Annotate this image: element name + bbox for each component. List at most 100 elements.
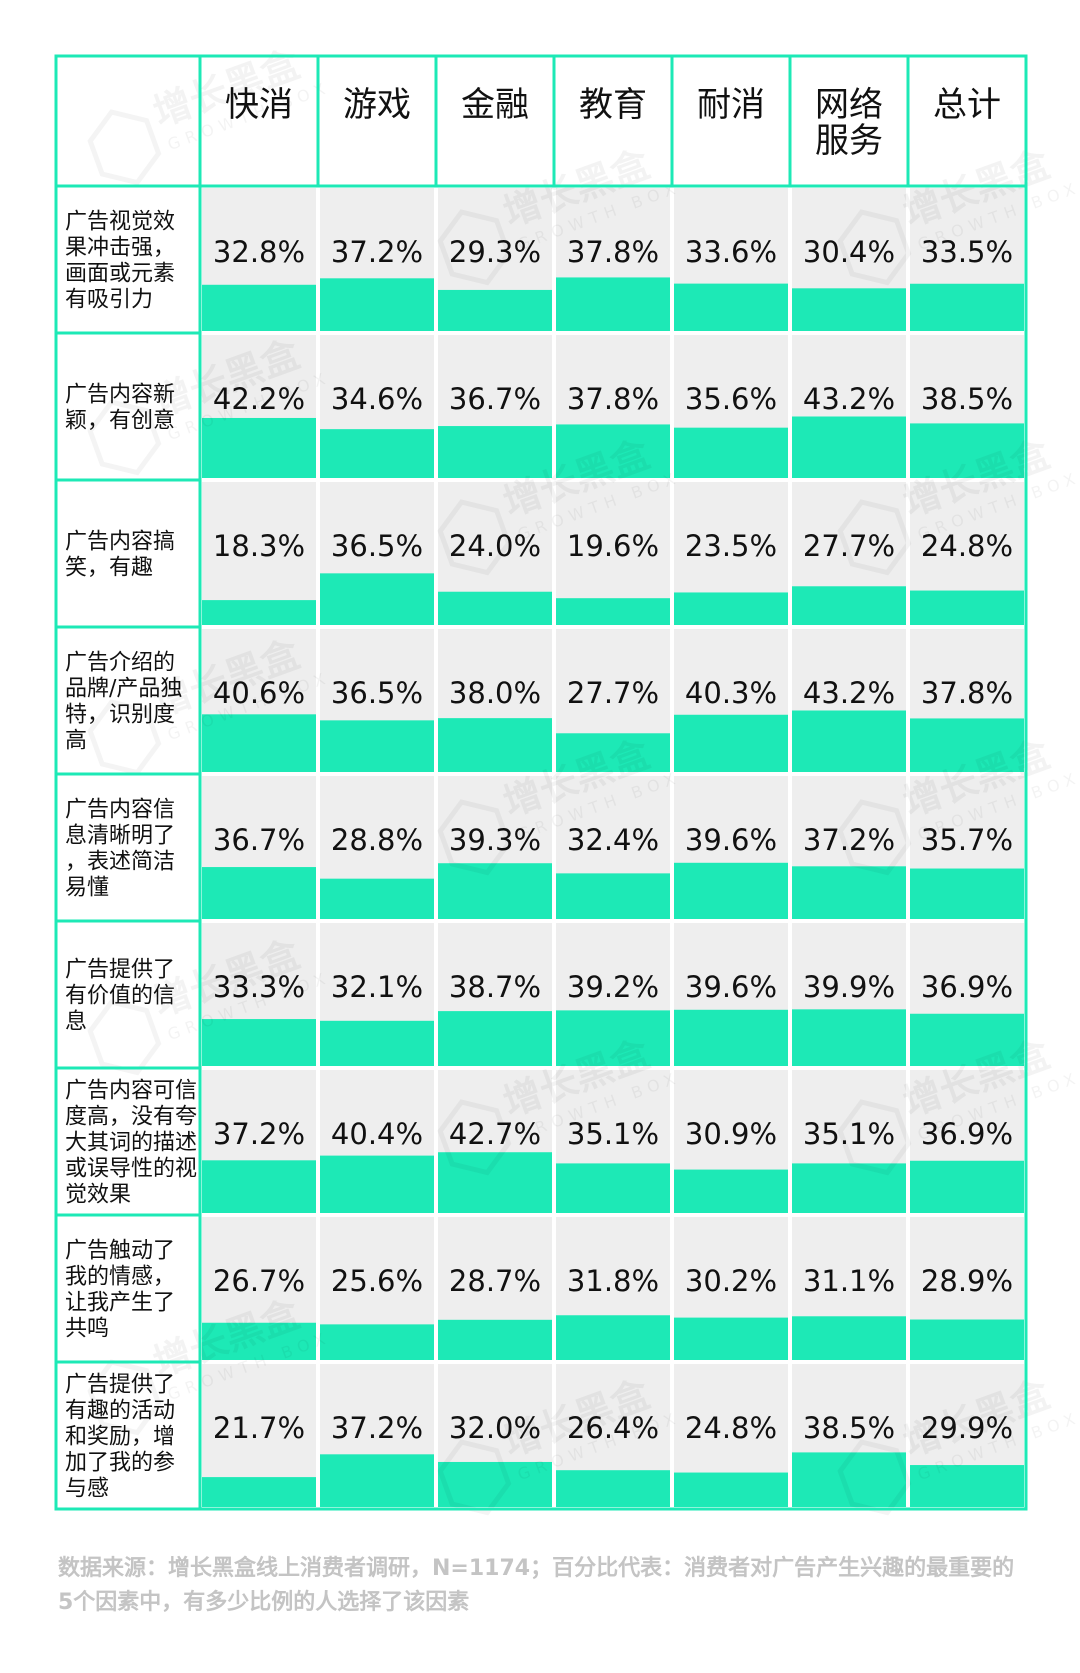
value-label: 36.7% [213, 823, 305, 857]
value-label: 29.3% [449, 235, 541, 269]
value-bar [438, 426, 552, 478]
value-bar [910, 590, 1024, 625]
value-label: 37.2% [331, 235, 423, 269]
value-label: 32.4% [567, 823, 659, 857]
value-bar [438, 289, 552, 331]
value-label: 30.4% [803, 235, 895, 269]
value-label: 34.6% [331, 382, 423, 416]
value-label: 36.7% [449, 382, 541, 416]
value-label: 39.6% [685, 823, 777, 857]
value-bar [556, 873, 670, 919]
value-label: 35.6% [685, 382, 777, 416]
row-label: 广告视觉效果冲击强，画面或元素有吸引力 [65, 210, 175, 313]
value-bar [320, 878, 434, 919]
value-label: 40.4% [331, 1117, 423, 1151]
value-bar [438, 1319, 552, 1360]
column-header: 总计 [933, 85, 1001, 125]
value-bar [438, 591, 552, 625]
value-label: 38.5% [921, 382, 1013, 416]
value-bar [438, 863, 552, 919]
value-bar [320, 278, 434, 331]
value-bar [674, 592, 788, 625]
value-label: 39.6% [685, 970, 777, 1004]
value-label: 24.8% [921, 529, 1013, 563]
column-header: 金融 [461, 85, 529, 125]
column-header: 快消 [225, 85, 293, 125]
value-bar [792, 288, 906, 331]
value-label: 23.5% [685, 529, 777, 563]
value-label: 32.0% [449, 1411, 541, 1445]
row-label: 广告提供了有趣的活动和奖励，增加了我的参与感 [65, 1373, 175, 1502]
row-label: 广告介绍的品牌/产品独特，识别度高 [65, 651, 182, 754]
value-label: 43.2% [803, 676, 895, 710]
value-label: 27.7% [567, 676, 659, 710]
value-bar [792, 1316, 906, 1360]
value-bar [910, 1160, 1024, 1213]
value-label: 24.8% [685, 1411, 777, 1445]
value-label: 29.9% [921, 1411, 1013, 1445]
value-bar [438, 1152, 552, 1213]
value-label: 28.7% [449, 1264, 541, 1298]
value-bar [674, 1009, 788, 1066]
value-bar [674, 1169, 788, 1213]
factor-table: 32.8% 37.2% 29.3% 37.8% 33.6% 30.4% 33.5% 42.2%… [54, 41, 1080, 1516]
value-label: 36.9% [921, 1117, 1013, 1151]
value-bar [792, 1452, 906, 1507]
value-label: 36.9% [921, 970, 1013, 1004]
value-label: 38.0% [449, 676, 541, 710]
value-label: 35.1% [567, 1117, 659, 1151]
value-bar [792, 866, 906, 919]
value-label: 24.0% [449, 529, 541, 563]
value-bar [674, 714, 788, 772]
value-label: 25.6% [331, 1264, 423, 1298]
value-bar [792, 710, 906, 772]
value-label: 37.2% [213, 1117, 305, 1151]
value-label: 38.5% [803, 1411, 895, 1445]
value-bar [202, 284, 316, 331]
value-bar [910, 868, 1024, 919]
value-bar [556, 1010, 670, 1066]
value-label: 28.9% [921, 1264, 1013, 1298]
value-bar [910, 1013, 1024, 1066]
row-label: 广告内容搞笑，有趣 [65, 530, 175, 581]
value-label: 31.1% [803, 1264, 895, 1298]
value-label: 31.8% [567, 1264, 659, 1298]
value-bar [792, 1009, 906, 1066]
value-bar [910, 283, 1024, 331]
value-bar [202, 1160, 316, 1213]
row-label: 广告提供了有价值的信息 [65, 958, 175, 1035]
value-label: 30.2% [685, 1264, 777, 1298]
value-label: 38.7% [449, 970, 541, 1004]
column-header: 耐消 [697, 85, 765, 125]
value-bar [320, 1454, 434, 1507]
value-label: 33.6% [685, 235, 777, 269]
value-label: 18.3% [213, 529, 305, 563]
value-label: 32.8% [213, 235, 305, 269]
value-bar [202, 714, 316, 772]
row-label: 广告内容可信度高，没有夸大其词的描述或误导性的视觉效果 [65, 1079, 197, 1208]
value-label: 39.3% [449, 823, 541, 857]
value-bar [320, 720, 434, 772]
value-label: 19.6% [567, 529, 659, 563]
value-label: 27.7% [803, 529, 895, 563]
value-bar [556, 277, 670, 331]
value-label: 35.1% [803, 1117, 895, 1151]
value-label: 36.5% [331, 676, 423, 710]
value-bar [556, 1470, 670, 1507]
value-bar [910, 1319, 1024, 1360]
value-label: 26.7% [213, 1264, 305, 1298]
value-label: 40.3% [685, 676, 777, 710]
table-outline [54, 54, 1028, 1511]
value-bar [320, 1155, 434, 1213]
value-label: 36.5% [331, 529, 423, 563]
value-bar [792, 586, 906, 625]
value-bar [910, 423, 1024, 478]
value-bar [556, 1315, 670, 1360]
value-bar [910, 1465, 1024, 1507]
value-bar [202, 1322, 316, 1360]
value-label: 42.2% [213, 382, 305, 416]
value-bar [202, 867, 316, 919]
value-bar [438, 1461, 552, 1507]
value-label: 26.4% [567, 1411, 659, 1445]
value-bar [674, 427, 788, 478]
